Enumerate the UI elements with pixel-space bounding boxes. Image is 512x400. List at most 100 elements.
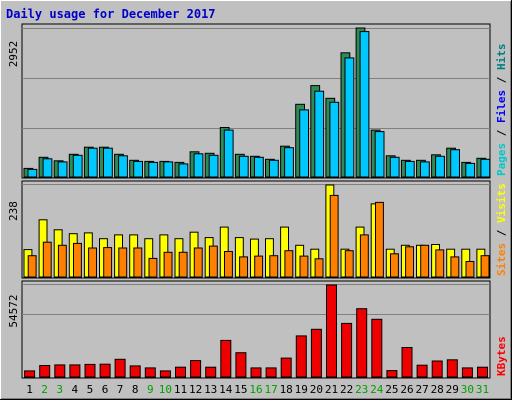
x-tick-label-day-25: 25 xyxy=(385,383,398,396)
bar-kbytes-kbytes-day-17 xyxy=(265,367,277,378)
bar-visitors-sites-day-30 xyxy=(465,261,475,278)
bar-visitors-sites-day-22 xyxy=(344,250,354,278)
bar-visitors-sites-day-15 xyxy=(239,256,249,278)
chart-panels: 2952 Pages / Files / Hits 238 Sites / Visit… xyxy=(7,23,508,379)
x-tick-label-day-1: 1 xyxy=(26,383,33,396)
x-tick-label-day-13: 13 xyxy=(204,383,217,396)
bar-visitors-sites-day-12 xyxy=(193,247,203,278)
legend-entry: Sites xyxy=(495,243,508,276)
x-tick-label-day-30: 30 xyxy=(461,383,474,396)
bar-visitors-sites-day-13 xyxy=(208,245,218,278)
legend-entry: / xyxy=(495,223,508,243)
x-tick-label-day-20: 20 xyxy=(310,383,323,396)
bar-kbytes-kbytes-day-24 xyxy=(371,318,383,378)
x-axis-labels: 1 2 3 4 5 6 7 8 9 10 11 12 13 14 15 16 17 18 19 20 21 22 23 24 2… xyxy=(26,383,489,396)
legend-entry: / xyxy=(495,70,508,90)
x-tick-label-day-17: 17 xyxy=(264,383,277,396)
bar-kbytes-kbytes-day-29 xyxy=(446,359,458,378)
bar-visitors-sites-day-23 xyxy=(359,234,369,278)
bar-visitors-sites-day-18 xyxy=(284,250,294,278)
panel-kbytes: 54572 KBytes xyxy=(7,280,508,379)
bar-requests-pages-day-30 xyxy=(465,162,476,178)
bar-requests-pages-day-16 xyxy=(254,156,264,178)
bar-visitors-sites-day-19 xyxy=(299,255,309,278)
x-tick-label-day-27: 27 xyxy=(415,383,428,396)
bar-requests-pages-day-31 xyxy=(480,158,491,178)
bar-requests-pages-day-11 xyxy=(178,163,189,178)
bar-kbytes-kbytes-day-19 xyxy=(295,335,307,378)
bar-visitors-sites-day-10 xyxy=(163,251,173,278)
x-tick-label-day-10: 10 xyxy=(159,383,172,396)
bar-kbytes-kbytes-day-4 xyxy=(69,364,81,378)
bar-kbytes-kbytes-day-6 xyxy=(99,363,111,378)
x-tick-label-day-18: 18 xyxy=(280,383,293,396)
x-tick-label-day-3: 3 xyxy=(56,383,63,396)
bar-kbytes-kbytes-day-23 xyxy=(356,308,368,378)
x-tick-label-day-16: 16 xyxy=(249,383,262,396)
bar-visitors-sites-day-5 xyxy=(88,247,97,278)
bar-requests-pages-day-28 xyxy=(435,155,445,178)
bar-kbytes-kbytes-day-9 xyxy=(144,367,156,378)
bar-requests-pages-day-23 xyxy=(359,31,370,178)
bar-requests-pages-day-3 xyxy=(57,161,68,178)
legend-visitors: Sites / Visits xyxy=(495,183,508,276)
bar-kbytes-kbytes-day-21 xyxy=(326,284,337,378)
bar-requests-pages-day-27 xyxy=(420,161,430,178)
panel-visitors: 238 Sites / Visits xyxy=(7,180,508,279)
bar-requests-pages-day-7 xyxy=(118,155,128,178)
x-tick-label-day-8: 8 xyxy=(132,383,139,396)
bar-visitors-sites-day-28 xyxy=(435,249,445,278)
bar-requests-pages-day-14 xyxy=(223,129,234,178)
chart-title: Daily usage for December 2017 xyxy=(6,7,216,21)
bar-requests-pages-day-25 xyxy=(389,156,400,178)
bar-visitors-sites-day-6 xyxy=(103,247,113,278)
bar-visitors-sites-day-20 xyxy=(314,258,324,278)
bar-kbytes-kbytes-day-11 xyxy=(175,366,186,378)
bar-kbytes-kbytes-day-18 xyxy=(280,357,292,378)
bar-visitors-sites-day-26 xyxy=(405,246,415,278)
x-tick-label-day-19: 19 xyxy=(295,383,308,396)
bar-kbytes-kbytes-day-22 xyxy=(341,322,353,378)
bar-requests-pages-day-18 xyxy=(284,147,294,178)
bar-requests-pages-day-2 xyxy=(42,158,53,178)
bar-visitors-sites-day-2 xyxy=(42,241,52,278)
bar-visitors-sites-day-7 xyxy=(118,247,128,278)
bar-visitors-sites-day-4 xyxy=(73,242,82,278)
bar-visitors-sites-day-24 xyxy=(375,201,384,278)
bar-requests-pages-day-19 xyxy=(299,109,310,178)
bar-visitors-sites-day-31 xyxy=(480,255,490,278)
x-tick-label-day-28: 28 xyxy=(431,383,444,396)
x-tick-label-day-6: 6 xyxy=(102,383,109,396)
legend-requests: Pages / Files / Hits xyxy=(495,44,508,177)
plot-area xyxy=(21,280,491,379)
bar-requests-pages-day-15 xyxy=(238,155,249,178)
bar-requests-pages-day-10 xyxy=(163,161,174,178)
bar-visitors-sites-day-27 xyxy=(420,244,430,278)
x-tick-label-day-29: 29 xyxy=(446,383,459,396)
legend-kbytes: KBytes xyxy=(495,336,508,376)
bar-requests-pages-day-26 xyxy=(404,160,415,178)
bar-visitors-sites-day-3 xyxy=(57,244,67,278)
x-tick-label-day-5: 5 xyxy=(87,383,94,396)
bar-kbytes-kbytes-day-7 xyxy=(114,358,126,378)
bar-requests-pages-day-20 xyxy=(314,90,325,178)
bar-visitors-sites-day-25 xyxy=(390,253,399,278)
bar-kbytes-kbytes-day-26 xyxy=(401,347,413,378)
x-tick-label-day-12: 12 xyxy=(189,383,202,396)
x-tick-label-day-4: 4 xyxy=(71,383,78,396)
bar-visitors-sites-day-1 xyxy=(27,255,37,278)
bar-requests-pages-day-13 xyxy=(208,154,219,178)
legend-entry: Files xyxy=(495,90,508,123)
bar-visitors-sites-day-9 xyxy=(148,257,158,278)
x-tick-label-day-15: 15 xyxy=(234,383,247,396)
bar-requests-pages-day-12 xyxy=(193,153,204,178)
bar-kbytes-kbytes-day-27 xyxy=(416,364,428,378)
bar-requests-pages-day-9 xyxy=(148,161,159,178)
bar-requests-pages-day-29 xyxy=(450,149,461,178)
bar-visitors-sites-day-11 xyxy=(178,251,188,278)
x-tick-label-day-26: 26 xyxy=(400,383,413,396)
bar-kbytes-kbytes-day-2 xyxy=(39,365,51,378)
bar-kbytes-kbytes-day-28 xyxy=(431,360,443,378)
bar-kbytes-kbytes-day-8 xyxy=(129,365,141,378)
